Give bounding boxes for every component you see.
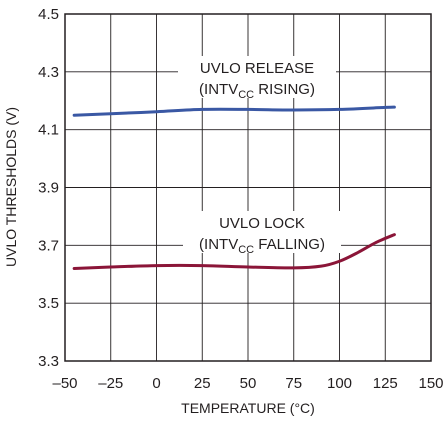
x-tick-label: 0 <box>152 375 160 392</box>
y-tick-label: 3.7 <box>38 237 59 254</box>
x-tick-label: –25 <box>98 375 123 392</box>
x-tick-label: 100 <box>327 375 352 392</box>
x-tick-labels: –50 –25 0 25 50 75 100 125 150 <box>52 375 443 392</box>
annotation-lock-line1: UVLO LOCK <box>219 215 305 232</box>
annotation-release-line1: UVLO RELEASE <box>200 60 314 77</box>
x-tick-label: 150 <box>418 375 443 392</box>
y-tick-labels: 3.3 3.5 3.7 3.9 4.1 4.3 4.5 <box>38 6 59 370</box>
x-tick-label: 25 <box>194 375 211 392</box>
y-tick-label: 4.5 <box>38 6 59 23</box>
annotation-release-line2: (INTVCC RISING) <box>199 81 315 101</box>
series-line-uvlo-release <box>72 105 396 117</box>
annotation-uvlo-lock: UVLO LOCK (INTVCC FALLING) <box>183 211 341 256</box>
y-tick-label: 4.3 <box>38 64 59 81</box>
x-axis-label: TEMPERATURE (°C) <box>181 400 315 416</box>
y-tick-label: 4.1 <box>38 122 59 139</box>
y-tick-label: 3.5 <box>38 295 59 312</box>
x-tick-label: 125 <box>373 375 398 392</box>
y-axis-label: UVLO THRESHOLDS (V) <box>3 107 19 267</box>
x-tick-label: 50 <box>240 375 257 392</box>
series-line-uvlo-lock <box>72 233 396 270</box>
y-tick-label: 3.3 <box>38 353 59 370</box>
annotation-lock-line2: (INTVCC FALLING) <box>199 236 325 256</box>
x-tick-label: 75 <box>285 375 302 392</box>
plot-frame <box>64 13 432 362</box>
series-lines <box>72 105 396 270</box>
annotation-uvlo-release: UVLO RELEASE (INTVCC RISING) <box>178 56 336 101</box>
x-tick-label: –50 <box>52 375 77 392</box>
y-tick-label: 3.9 <box>38 180 59 197</box>
